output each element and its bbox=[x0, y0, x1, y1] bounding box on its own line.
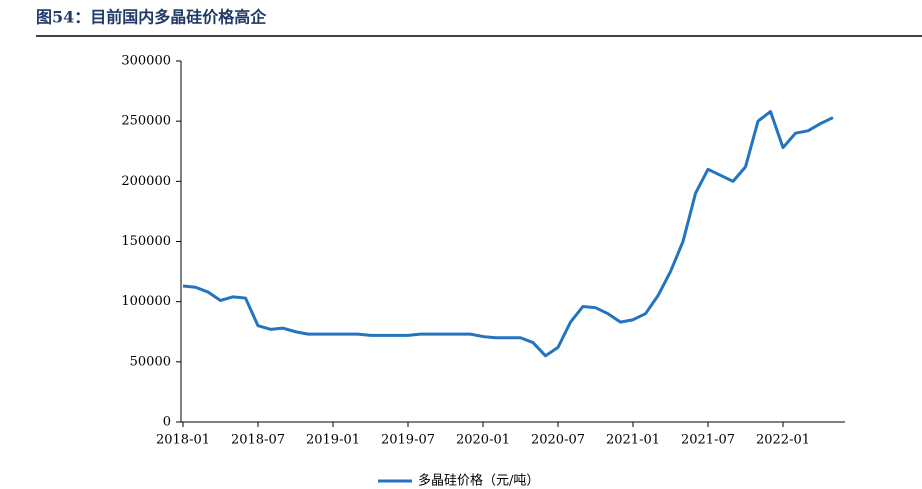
y-tick-label: 50000 bbox=[130, 354, 171, 369]
x-tick-label: 2020-01 bbox=[456, 433, 510, 448]
y-tick-label: 100000 bbox=[121, 294, 171, 309]
x-tick-label: 2021-01 bbox=[606, 433, 660, 448]
line-series bbox=[182, 110, 834, 358]
x-tick-label: 2019-01 bbox=[306, 433, 360, 448]
y-tick-label: 250000 bbox=[121, 114, 171, 129]
x-tick-label: 2018-01 bbox=[156, 433, 210, 448]
x-tick-label: 2022-01 bbox=[756, 433, 810, 448]
x-tick-label: 2021-07 bbox=[681, 433, 735, 448]
y-tick-label: 0 bbox=[163, 415, 171, 430]
legend-label: 多晶硅价格（元/吨） bbox=[418, 473, 539, 489]
x-tick-label: 2020-07 bbox=[531, 433, 585, 448]
x-tick-label: 2018-07 bbox=[231, 433, 285, 448]
y-tick-label: 150000 bbox=[121, 234, 171, 249]
y-tick-label: 200000 bbox=[121, 174, 171, 189]
chart-title: 图54：目前国内多晶硅价格高企 bbox=[36, 8, 267, 27]
x-tick-label: 2019-07 bbox=[381, 433, 435, 448]
y-tick-label: 300000 bbox=[121, 54, 171, 69]
